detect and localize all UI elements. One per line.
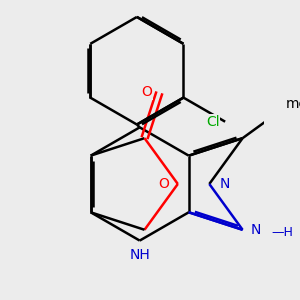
Text: —H: —H xyxy=(271,226,293,239)
Text: O: O xyxy=(158,177,169,191)
Text: N: N xyxy=(251,223,262,237)
Text: Cl: Cl xyxy=(206,115,220,129)
Text: N: N xyxy=(220,177,230,191)
Text: me: me xyxy=(286,97,300,111)
Text: O: O xyxy=(142,85,153,99)
Text: NH: NH xyxy=(129,248,150,262)
